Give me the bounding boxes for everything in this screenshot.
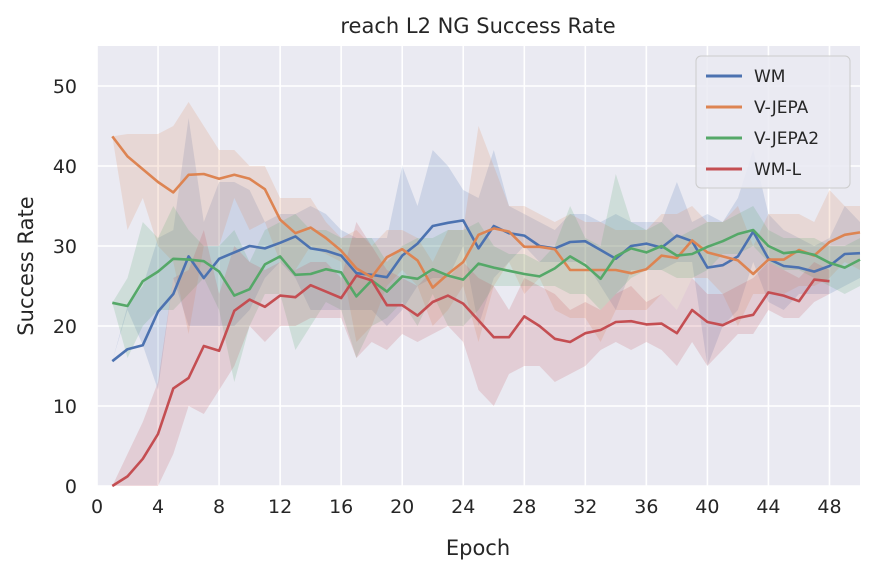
- y-tick-label: 30: [53, 236, 77, 258]
- x-tick-label: 20: [390, 496, 414, 518]
- band-wm-l: [112, 222, 830, 486]
- x-tick-label: 8: [213, 496, 225, 518]
- legend-label: V-JEPA: [754, 98, 809, 118]
- series-line-v-jepa2: [112, 228, 861, 308]
- series-line-wm-l: [111, 274, 830, 488]
- series-line-wm: [111, 219, 861, 363]
- legend: WM V-JEPA V-JEPA2 WM-L: [695, 55, 851, 189]
- y-tick-label: 20: [53, 316, 77, 338]
- y-tick-label: 0: [65, 476, 77, 498]
- x-tick-labels: 0 4 8 12 16 20 24 28 32 36 40 44 48: [91, 496, 842, 518]
- confidence-bands: [112, 102, 861, 486]
- x-tick-label: 44: [756, 496, 780, 518]
- x-tick-label: 16: [329, 496, 353, 518]
- x-tick-label: 48: [817, 496, 841, 518]
- legend-box: [695, 55, 851, 189]
- chart-title: reach L2 NG Success Rate: [340, 14, 615, 38]
- x-tick-label: 4: [152, 496, 164, 518]
- x-tick-label: 0: [91, 496, 103, 518]
- band-v-jepa: [112, 102, 861, 342]
- legend-label: V-JEPA2: [754, 129, 819, 149]
- legend-label: WM-L: [754, 160, 802, 180]
- band-wm: [112, 118, 861, 390]
- x-tick-label: 24: [451, 496, 475, 518]
- x-tick-label: 12: [268, 496, 292, 518]
- y-tick-labels: 0 10 20 30 40 50: [53, 76, 77, 498]
- y-tick-label: 10: [53, 396, 77, 418]
- y-tick-label: 50: [53, 76, 77, 98]
- x-tick-label: 32: [573, 496, 597, 518]
- series-line-v-jepa: [111, 135, 861, 289]
- band-v-jepa2: [112, 174, 861, 382]
- x-axis-label: Epoch: [446, 536, 510, 560]
- x-tick-label: 40: [695, 496, 719, 518]
- y-axis-label: Success Rate: [14, 196, 38, 335]
- x-tick-label: 36: [634, 496, 658, 518]
- legend-label: WM: [754, 67, 785, 87]
- x-tick-label: 28: [512, 496, 536, 518]
- y-tick-label: 40: [53, 156, 77, 178]
- series-lines: [111, 135, 861, 488]
